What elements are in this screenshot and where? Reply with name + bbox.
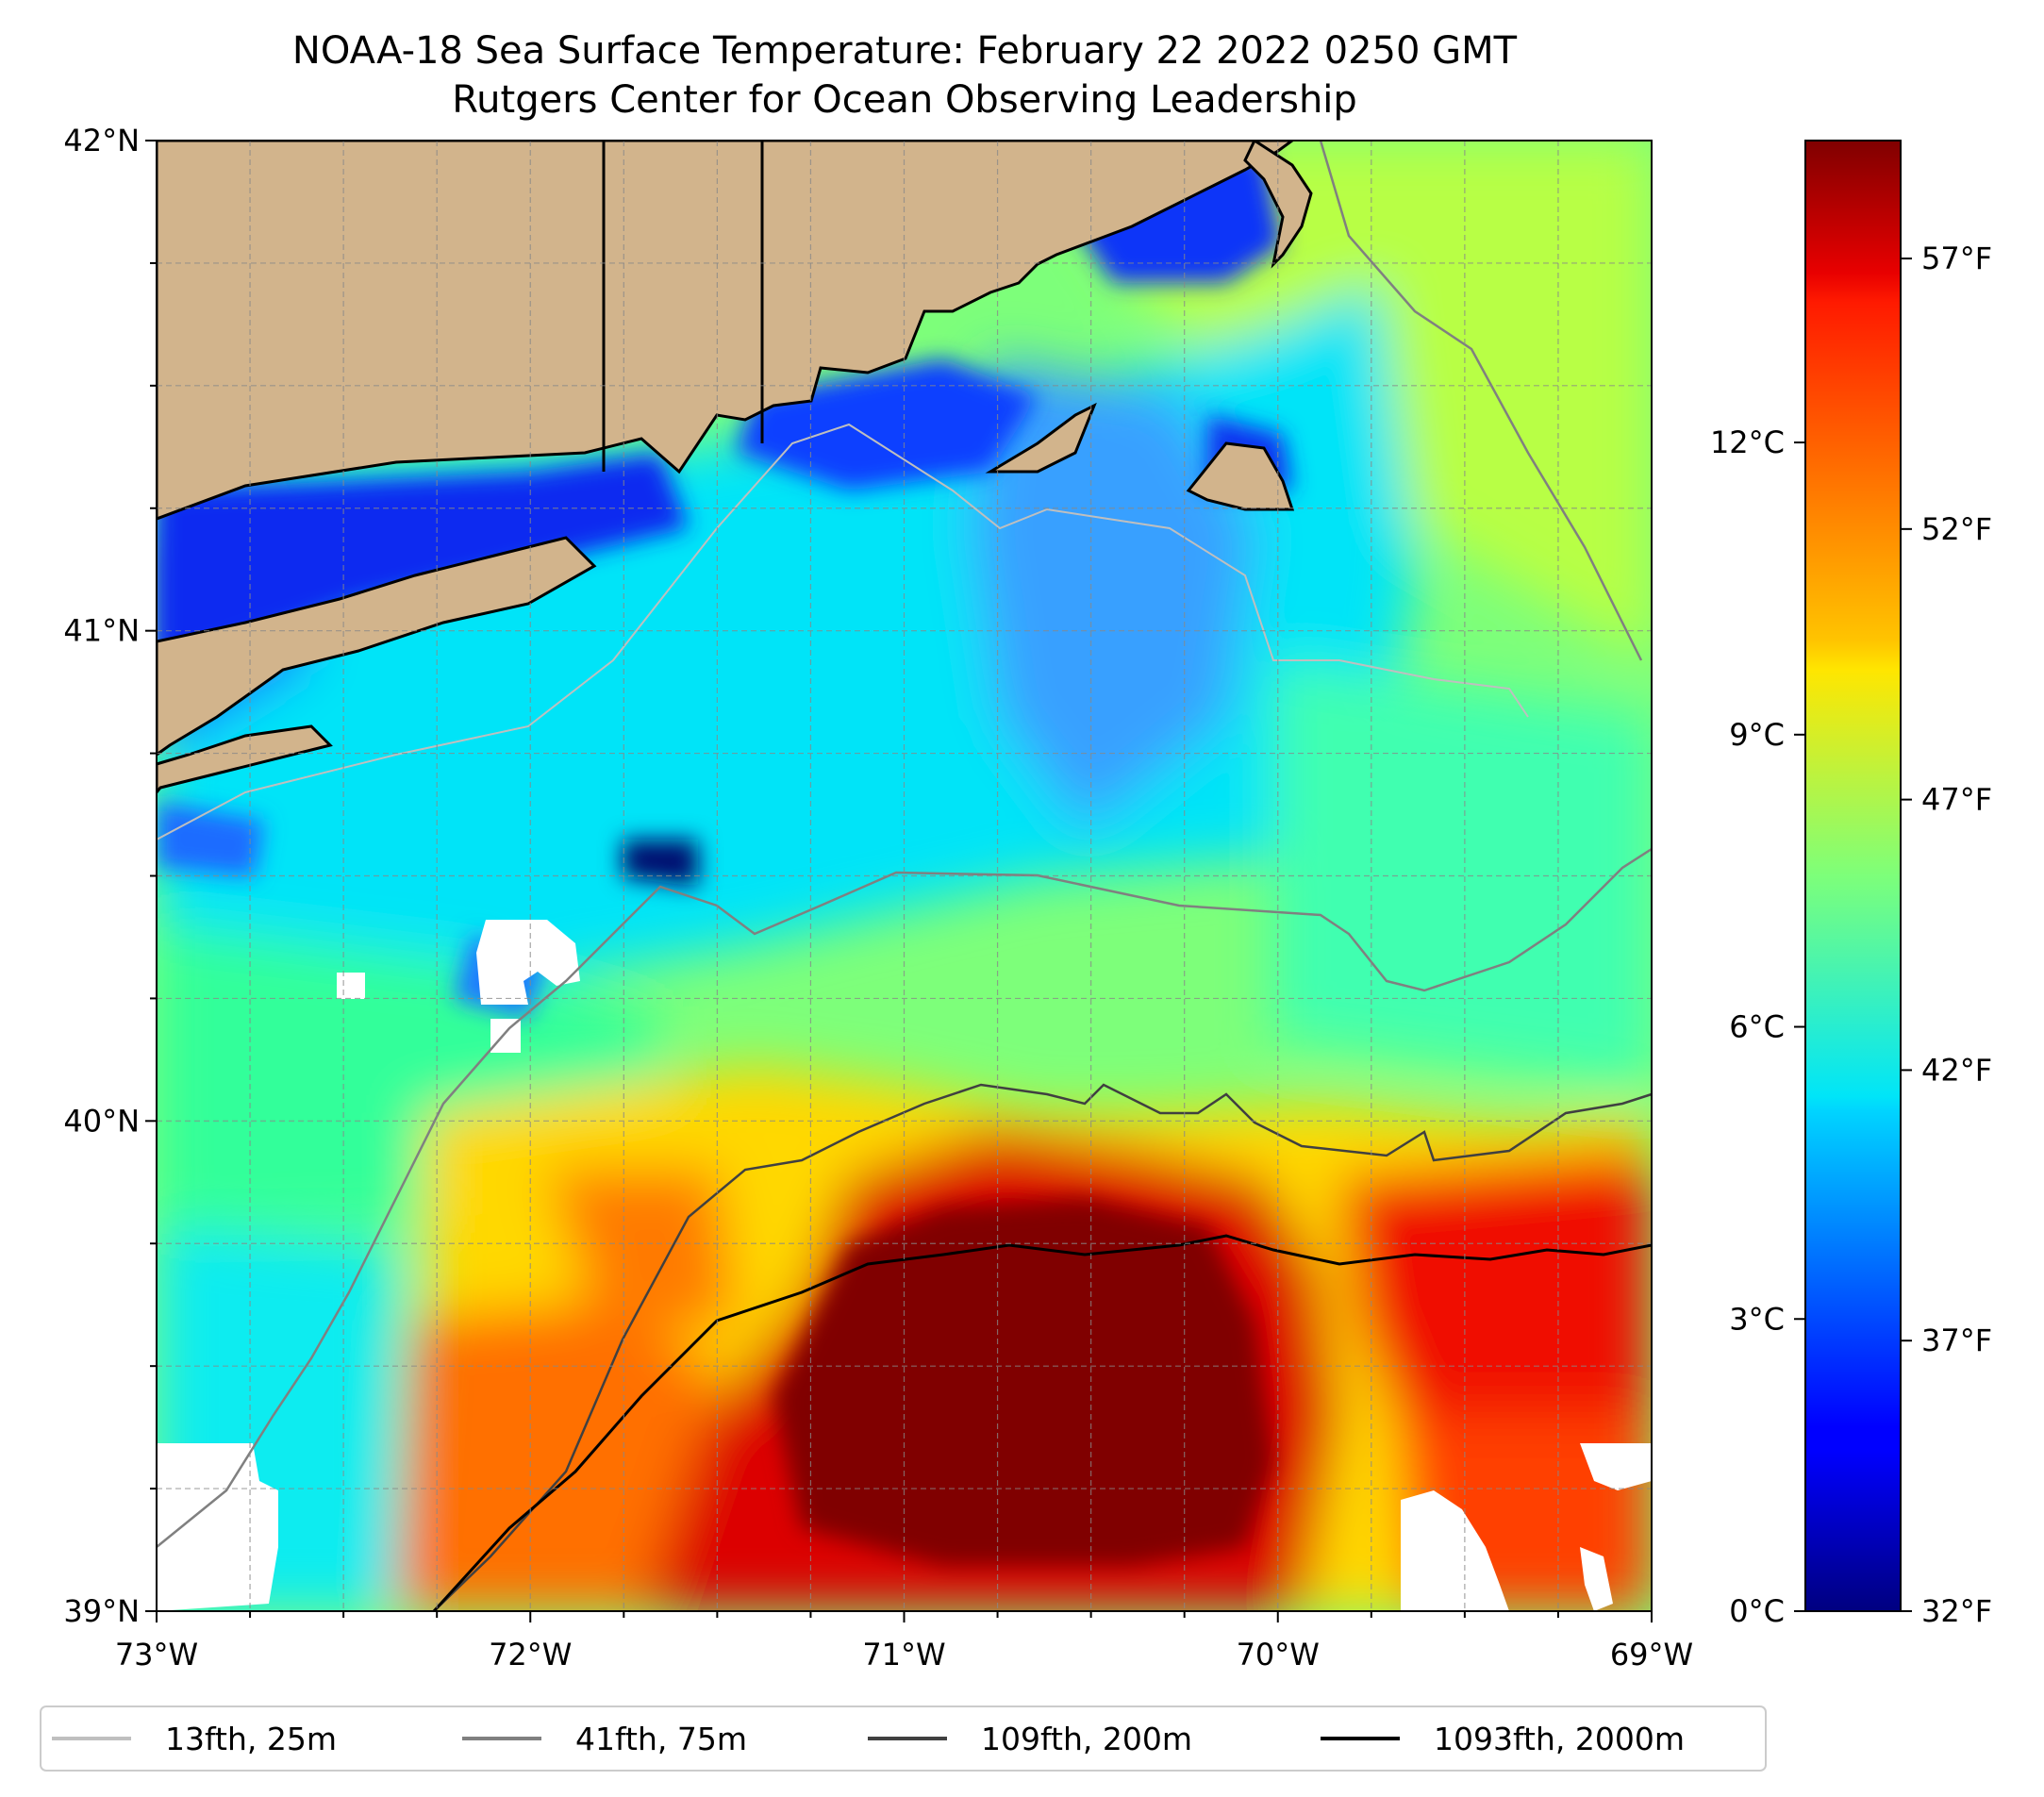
legend-label: 109fth, 200m bbox=[981, 1721, 1192, 1757]
map-title: NOAA-18 Sea Surface Temperature: Februar… bbox=[291, 29, 1518, 73]
no-data-areas bbox=[157, 920, 1652, 1611]
map-axes: 73°W 72°W 71°W 70°W 69°W 42°N 41°N 40°N 39°N bbox=[63, 123, 1693, 1672]
lat-tick-label: 39°N bbox=[63, 1593, 140, 1629]
colorbar bbox=[1804, 140, 1902, 1612]
fahrenheit-tick-label: 47°F bbox=[1921, 782, 1992, 818]
lat-tick-label: 41°N bbox=[63, 613, 140, 649]
gridlines bbox=[157, 141, 1652, 1611]
colorbar-ticks: 0°C 3°C 6°C 9°C 12°C 32°F 37°F 42°F 47°F 52°F 57°F bbox=[1710, 241, 1992, 1629]
legend-label: 13fth, 25m bbox=[165, 1721, 337, 1757]
lon-tick-label: 73°W bbox=[115, 1637, 198, 1672]
contour-25m bbox=[157, 423, 1529, 840]
fahrenheit-tick-label: 32°F bbox=[1921, 1593, 1992, 1629]
legend: 13fth, 25m 41fth, 75m 109fth, 200m 1093fth,… bbox=[40, 1705, 1767, 1772]
contour-75m bbox=[157, 847, 1652, 1548]
lon-tick-label: 72°W bbox=[489, 1637, 572, 1672]
fahrenheit-tick-label: 52°F bbox=[1921, 511, 1992, 547]
lon-tick-label: 70°W bbox=[1237, 1637, 1320, 1672]
celsius-tick-label: 12°C bbox=[1710, 424, 1785, 460]
contour-75m-east bbox=[1319, 141, 1643, 661]
lon-tick-label: 69°W bbox=[1610, 1637, 1693, 1672]
fahrenheit-tick-label: 37°F bbox=[1921, 1323, 1992, 1358]
celsius-tick-label: 0°C bbox=[1729, 1593, 1785, 1629]
celsius-tick-label: 6°C bbox=[1729, 1009, 1785, 1045]
fahrenheit-tick-label: 57°F bbox=[1921, 241, 1992, 276]
contour-2000m bbox=[432, 1234, 1652, 1611]
fahrenheit-tick-label: 42°F bbox=[1921, 1052, 1992, 1088]
contour-200m bbox=[433, 1083, 1652, 1611]
celsius-tick-label: 3°C bbox=[1729, 1301, 1785, 1337]
bathymetry-contours bbox=[157, 141, 1652, 1611]
lat-tick-label: 40°N bbox=[63, 1103, 140, 1139]
lon-tick-label: 71°W bbox=[862, 1637, 945, 1672]
celsius-tick-label: 9°C bbox=[1729, 717, 1785, 753]
legend-label: 1093fth, 2000m bbox=[1434, 1721, 1685, 1757]
lat-tick-label: 42°N bbox=[63, 123, 140, 158]
legend-label: 41fth, 75m bbox=[575, 1721, 747, 1757]
map-subtitle: Rutgers Center for Ocean Observing Leade… bbox=[452, 78, 1357, 122]
